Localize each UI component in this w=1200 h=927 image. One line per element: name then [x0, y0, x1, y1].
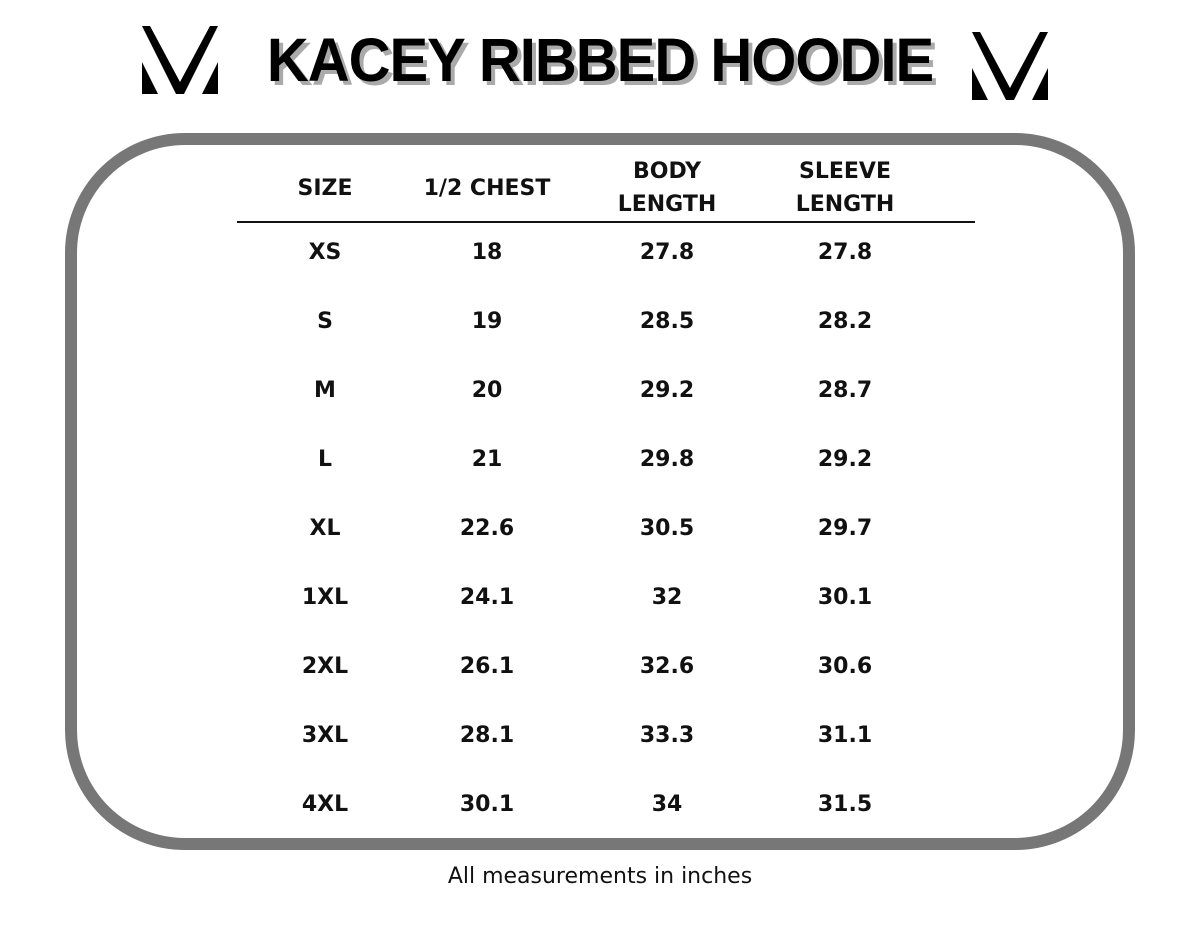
- table-cell: M: [314, 378, 336, 403]
- table-cell: 27.8: [817, 240, 873, 265]
- table-cell: 2XL: [301, 654, 349, 679]
- table-cell: L: [317, 447, 333, 472]
- table-cell: 32: [651, 585, 683, 610]
- column-header: SLEEVE LENGTH: [745, 155, 945, 221]
- table-cell: 30.1: [459, 792, 515, 817]
- table-cell: 20: [471, 378, 503, 403]
- v-logo-icon: [972, 32, 1048, 100]
- size-chart-frame: [65, 133, 1135, 850]
- table-cell: 21: [471, 447, 503, 472]
- table-cell: 33.3: [639, 723, 695, 748]
- column-header-line: SIZE: [297, 176, 353, 201]
- column-header-line: SLEEVE: [799, 159, 891, 184]
- column-header: SIZE: [225, 172, 425, 205]
- table-cell: XL: [309, 516, 341, 541]
- column-header-line: 1/2 CHEST: [423, 176, 551, 201]
- table-cell: 28.5: [639, 309, 695, 334]
- table-cell: 3XL: [301, 723, 349, 748]
- table-cell: 29.2: [817, 447, 873, 472]
- v-logo-icon: [142, 26, 218, 94]
- table-cell: 18: [471, 240, 503, 265]
- table-cell: 32.6: [639, 654, 695, 679]
- table-cell: 19: [471, 309, 503, 334]
- table-cell: 28.7: [817, 378, 873, 403]
- table-cell: 31.5: [817, 792, 873, 817]
- page-title: KACEY RIBBED HOODIE: [266, 26, 934, 95]
- table-cell: 4XL: [301, 792, 349, 817]
- column-header-line: LENGTH: [795, 192, 895, 217]
- table-cell: 30.5: [639, 516, 695, 541]
- table-cell: S: [317, 309, 333, 334]
- table-cell: XS: [308, 240, 342, 265]
- table-cell: 1XL: [301, 585, 349, 610]
- table-cell: 28.1: [459, 723, 515, 748]
- header-divider: [237, 221, 975, 223]
- column-header: 1/2 CHEST: [387, 172, 587, 205]
- table-cell: 27.8: [639, 240, 695, 265]
- table-cell: 30.1: [817, 585, 873, 610]
- table-cell: 31.1: [817, 723, 873, 748]
- table-cell: 24.1: [459, 585, 515, 610]
- table-cell: 26.1: [459, 654, 515, 679]
- column-header-line: BODY: [632, 159, 702, 184]
- column-header: BODY LENGTH: [567, 155, 767, 221]
- table-cell: 29.8: [639, 447, 695, 472]
- table-cell: 29.7: [817, 516, 873, 541]
- column-header-line: LENGTH: [617, 192, 717, 217]
- measurement-note: All measurements in inches: [447, 864, 753, 889]
- table-cell: 22.6: [459, 516, 515, 541]
- table-cell: 34: [651, 792, 683, 817]
- table-cell: 30.6: [817, 654, 873, 679]
- table-cell: 29.2: [639, 378, 695, 403]
- table-cell: 28.2: [817, 309, 873, 334]
